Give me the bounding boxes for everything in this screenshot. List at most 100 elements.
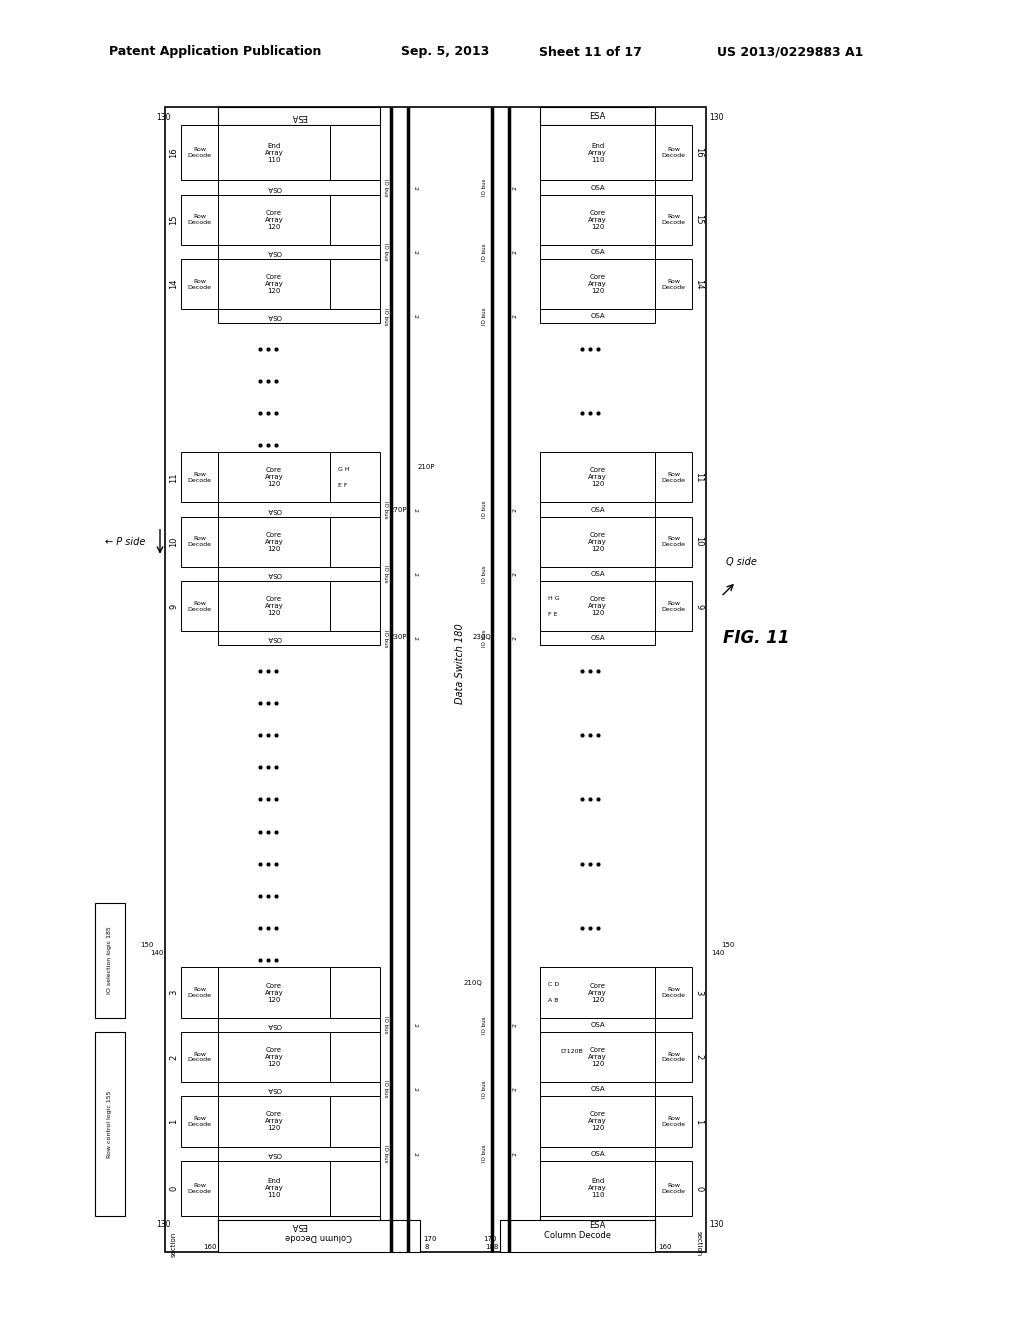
Bar (330, 968, 380, 1018)
Bar (540, 309, 655, 323)
Text: OSA: OSA (590, 572, 605, 577)
Text: 3: 3 (170, 990, 178, 995)
Text: IO bus: IO bus (383, 565, 387, 582)
Bar (218, 453, 330, 503)
Bar (655, 581, 692, 631)
Text: Sep. 5, 2013: Sep. 5, 2013 (400, 45, 489, 58)
Text: OSA: OSA (266, 1151, 282, 1156)
Text: IO bus: IO bus (383, 243, 387, 260)
Text: OSA: OSA (266, 313, 282, 319)
Text: Row
Decode: Row Decode (662, 214, 685, 226)
Text: Core
Array
120: Core Array 120 (588, 1047, 607, 1067)
Text: 8: 8 (425, 1243, 429, 1250)
Text: 130: 130 (709, 112, 723, 121)
Bar (218, 1032, 330, 1082)
Bar (540, 581, 655, 631)
Text: 2: 2 (413, 1151, 418, 1155)
Text: IO bus: IO bus (383, 308, 387, 325)
Text: 2: 2 (512, 249, 517, 253)
Bar (218, 107, 380, 125)
Text: 1: 1 (170, 1119, 178, 1125)
Text: 2: 2 (413, 249, 418, 253)
Bar (165, 107, 706, 1251)
Text: Core
Array
120: Core Array 120 (264, 1047, 284, 1067)
Text: 14: 14 (694, 279, 703, 289)
Text: OSA: OSA (266, 572, 282, 577)
Bar (218, 309, 380, 323)
Text: 140: 140 (712, 950, 725, 956)
Text: IO bus: IO bus (383, 1016, 387, 1034)
Text: Core
Array
120: Core Array 120 (264, 1111, 284, 1131)
Text: Sheet 11 of 17: Sheet 11 of 17 (539, 45, 641, 58)
Text: 130: 130 (709, 1220, 723, 1229)
Bar (540, 503, 655, 516)
Text: OSA: OSA (590, 249, 605, 255)
Text: 1: 1 (694, 1119, 703, 1125)
Text: OSA: OSA (590, 1086, 605, 1092)
Bar (655, 968, 692, 1018)
Text: 3: 3 (694, 990, 703, 995)
Bar (655, 194, 692, 246)
Text: Row
Decode: Row Decode (187, 1052, 212, 1063)
Bar (95, 903, 125, 1018)
Text: 15: 15 (694, 214, 703, 224)
Text: Row
Decode: Row Decode (662, 536, 685, 546)
Text: Core
Array
120: Core Array 120 (264, 210, 284, 230)
Text: Core
Array
120: Core Array 120 (588, 275, 607, 294)
Text: IO selection logic 185: IO selection logic 185 (108, 927, 113, 994)
Text: 170: 170 (423, 1236, 437, 1242)
Bar (655, 125, 692, 181)
Text: Row
Decode: Row Decode (187, 536, 212, 546)
Text: Row
Decode: Row Decode (187, 473, 212, 483)
Bar (181, 1160, 218, 1216)
Text: section: section (171, 1232, 177, 1257)
Bar (655, 259, 692, 309)
Bar (540, 516, 655, 566)
Bar (540, 1160, 655, 1216)
Text: 10: 10 (170, 536, 178, 546)
Text: OSA: OSA (590, 635, 605, 642)
Text: ESA: ESA (590, 112, 605, 120)
Bar (540, 107, 655, 125)
Bar (330, 581, 380, 631)
Text: section: section (696, 1232, 702, 1257)
Bar (655, 1096, 692, 1147)
Text: Row
Decode: Row Decode (662, 279, 685, 289)
Text: 11: 11 (694, 473, 703, 483)
Text: IO bus: IO bus (482, 1144, 487, 1163)
Text: Core
Array
120: Core Array 120 (588, 982, 607, 1003)
Text: 150: 150 (140, 942, 154, 948)
Bar (655, 1032, 692, 1082)
Bar (540, 566, 655, 581)
Text: IO bus: IO bus (482, 630, 487, 647)
Text: FIG. 11: FIG. 11 (723, 630, 790, 647)
Text: Core
Array
120: Core Array 120 (588, 1111, 607, 1131)
Bar (655, 516, 692, 566)
Text: 9: 9 (694, 603, 703, 609)
Text: ESA: ESA (291, 1221, 307, 1229)
Text: OSA: OSA (590, 1151, 605, 1156)
Text: Row
Decode: Row Decode (187, 148, 212, 158)
Text: Row
Decode: Row Decode (662, 987, 685, 998)
Bar (330, 453, 380, 503)
Bar (218, 194, 330, 246)
Text: Row
Decode: Row Decode (187, 1183, 212, 1193)
Bar (540, 1018, 655, 1032)
Text: 2: 2 (413, 314, 418, 318)
Bar (181, 125, 218, 181)
Bar (540, 1096, 655, 1147)
Text: IO bus: IO bus (383, 1081, 387, 1098)
Text: 150: 150 (721, 942, 734, 948)
Text: Row
Decode: Row Decode (662, 601, 685, 611)
Bar (218, 516, 330, 566)
Bar (218, 181, 380, 194)
Text: OSA: OSA (266, 1086, 282, 1092)
Text: Row
Decode: Row Decode (187, 1115, 212, 1127)
Text: Row
Decode: Row Decode (187, 601, 212, 611)
Bar (330, 125, 380, 181)
Text: Data Switch 180: Data Switch 180 (455, 623, 465, 704)
Text: 9: 9 (170, 603, 178, 609)
Bar (218, 246, 380, 259)
Bar (540, 1032, 655, 1082)
Text: OSA: OSA (266, 185, 282, 190)
